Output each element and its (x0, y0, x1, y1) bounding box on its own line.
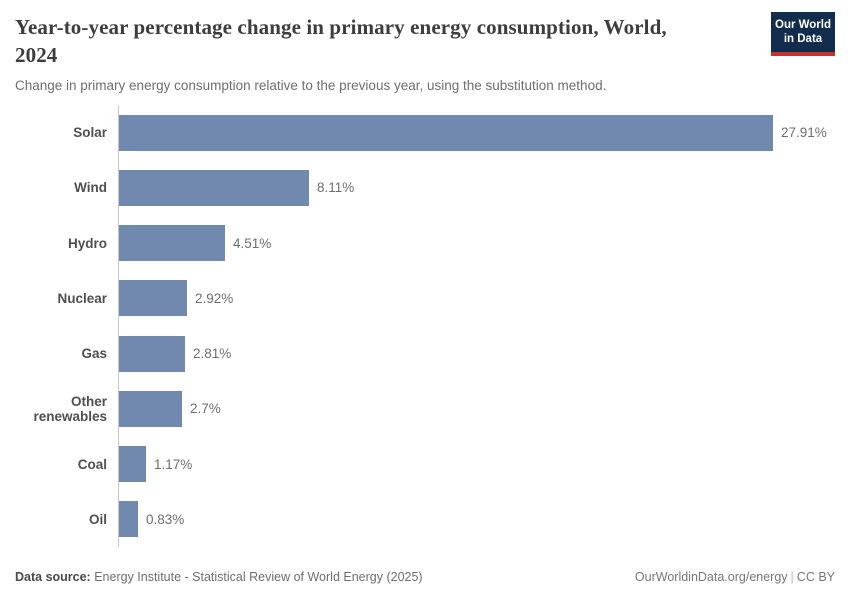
bar-other-renewables[interactable] (119, 390, 182, 427)
category-label: Wind (74, 180, 107, 196)
value-label: 27.91% (781, 125, 827, 141)
bar-row: Coal 1.17% (15, 436, 835, 492)
bar-solar[interactable] (119, 114, 773, 151)
bar-row: Oil 0.83% (15, 491, 835, 547)
category-label: Gas (81, 346, 107, 362)
plot-area: 8.11% (118, 160, 835, 216)
value-label: 2.81% (193, 346, 232, 362)
category-label: Coal (77, 456, 107, 472)
value-label: 2.92% (195, 290, 234, 306)
value-label: 8.11% (317, 180, 355, 196)
bar-gas[interactable] (119, 335, 185, 372)
chart-header: Year-to-year percentage change in primar… (15, 12, 835, 94)
bar-row: Other renewables 2.7% (15, 381, 835, 437)
bar-row: Wind 8.11% (15, 160, 835, 216)
data-source-label: Data source: (15, 570, 91, 584)
value-label: 0.83% (146, 511, 185, 527)
owid-logo[interactable]: Our World in Data (771, 12, 835, 56)
data-source: Data source: Energy Institute - Statisti… (15, 570, 423, 584)
category-label: Other renewables (33, 393, 107, 424)
bar-row: Solar 27.91% (15, 105, 835, 161)
owid-logo-line1: Our World (775, 19, 832, 31)
chart-footer: Data source: Energy Institute - Statisti… (15, 570, 835, 584)
bar-wind[interactable] (119, 169, 309, 206)
value-label: 2.7% (190, 401, 221, 417)
plot-area: 2.7% (118, 381, 835, 437)
bar-nuclear[interactable] (119, 280, 187, 317)
value-label: 4.51% (233, 235, 272, 251)
bar-row: Nuclear 2.92% (15, 270, 835, 326)
plot-area: 4.51% (118, 215, 835, 271)
chart-subtitle: Change in primary energy consumption rel… (15, 78, 607, 94)
category-label: Nuclear (57, 290, 107, 306)
license-label: CC BY (796, 570, 835, 584)
plot-area: 0.83% (118, 491, 835, 547)
bar-coal[interactable] (119, 446, 146, 483)
value-label: 1.17% (154, 456, 193, 472)
footer-separator: | (790, 570, 794, 584)
bar-oil[interactable] (119, 501, 138, 538)
category-label: Hydro (67, 235, 107, 251)
chart-title: Year-to-year percentage change in primar… (15, 15, 667, 67)
owid-url-link[interactable]: OurWorldinData.org/energy (634, 570, 788, 584)
owid-logo-line2: in Data (783, 33, 823, 46)
bar-hydro[interactable] (119, 225, 225, 262)
bar-row: Gas 2.81% (15, 326, 835, 382)
plot-area: 2.92% (118, 270, 835, 326)
plot-area: 2.81% (118, 326, 835, 382)
data-source-value: Energy Institute - Statistical Review of… (90, 570, 423, 584)
bar-row: Hydro 4.51% (15, 215, 835, 271)
category-label: Solar (73, 125, 107, 141)
footer-credits: OurWorldinData.org/energy | CC BY (635, 570, 835, 584)
plot-area: 1.17% (118, 436, 835, 492)
bar-chart: Solar 27.91% Wind 8.11% Hydro 4.51% Nuclear 2.9… (15, 105, 835, 547)
category-label: Oil (88, 511, 107, 527)
plot-area: 27.91% (118, 105, 835, 161)
